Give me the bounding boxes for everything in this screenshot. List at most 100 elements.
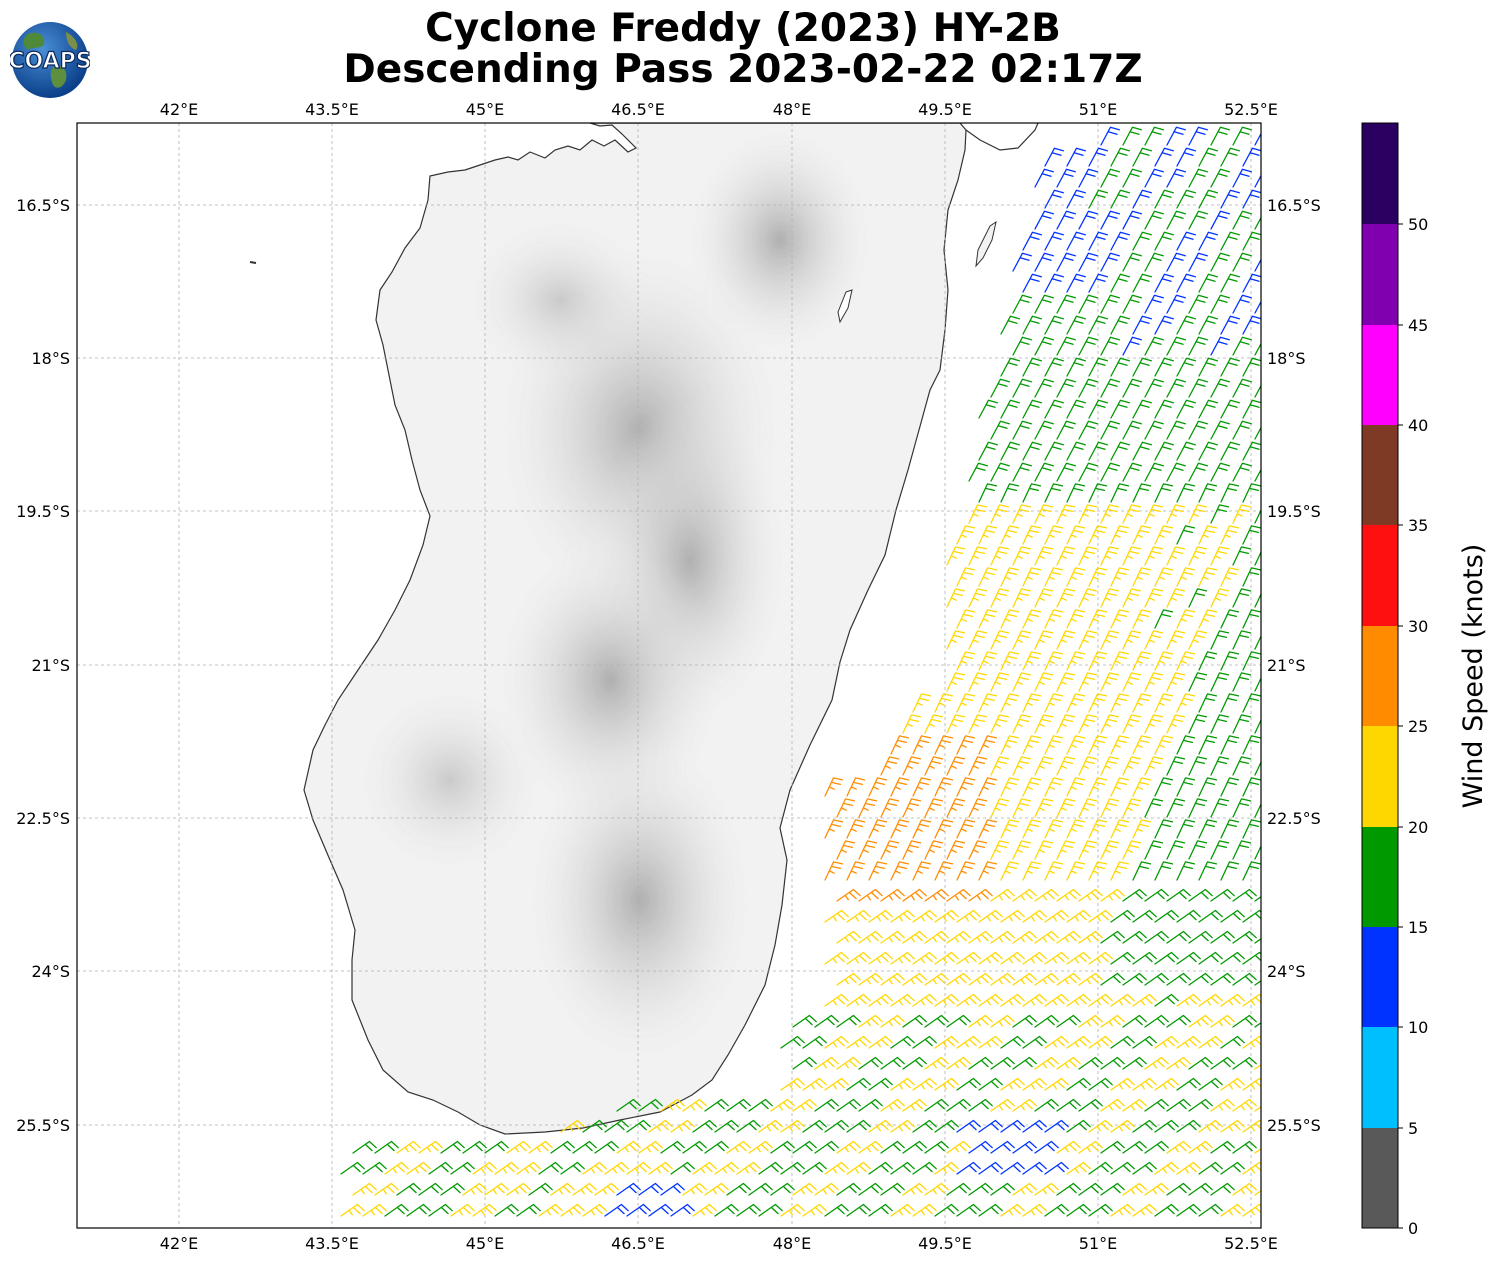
wind-barb: [890, 1035, 915, 1049]
wind-barb: [824, 819, 844, 839]
wind-barb: [1242, 693, 1261, 713]
wind-barb: [1012, 888, 1037, 902]
wind-barb: [582, 1203, 607, 1217]
wind-barb: [946, 1014, 971, 1028]
wind-barb: [1166, 546, 1186, 566]
wind-barb: [1188, 336, 1208, 356]
wind-barb: [1100, 1182, 1125, 1196]
wind-barb: [1232, 336, 1252, 356]
colorbar-segment: [1362, 827, 1398, 927]
wind-barb: [946, 714, 966, 734]
wind-barb: [1254, 592, 1261, 608]
wind-barb: [1122, 210, 1142, 230]
lat-tick-label: 24°S: [1267, 962, 1306, 981]
wind-barb: [1242, 441, 1261, 461]
wind-barb: [824, 909, 849, 923]
lon-tick-label: 46.5°E: [611, 100, 665, 119]
wind-barb: [846, 951, 871, 965]
wind-barb: [1198, 483, 1218, 503]
wind-barb: [1078, 546, 1098, 566]
wind-barb: [836, 1140, 861, 1154]
wind-barb: [956, 1161, 981, 1175]
wind-barb: [968, 630, 988, 650]
wind-barb: [1176, 189, 1196, 209]
wind-barb: [1198, 1077, 1223, 1091]
wind-barb: [1254, 300, 1261, 314]
wind-barb: [1210, 1182, 1235, 1196]
wind-barb: [1232, 756, 1252, 776]
wind-barb: [1176, 777, 1196, 797]
wind-barb: [1220, 777, 1240, 797]
wind-barb: [1078, 972, 1103, 986]
map-frame: [76, 122, 1262, 1229]
lon-tick-label: 46.5°E: [611, 1234, 665, 1253]
wind-barb: [1144, 168, 1164, 188]
terrain-shading: [360, 130, 870, 1060]
wind-barb: [946, 1140, 971, 1154]
wind-barb: [792, 1056, 817, 1070]
wind-barb: [1044, 231, 1064, 251]
wind-barb: [1044, 951, 1069, 965]
wind-barb: [1110, 1035, 1135, 1049]
wind-barb: [836, 888, 861, 902]
wind-barb: [1000, 993, 1025, 1007]
wind-barb: [594, 1140, 619, 1154]
colorbar-segment: [1362, 224, 1398, 325]
wind-barb: [406, 1203, 431, 1217]
wind-barb: [384, 1203, 409, 1217]
wind-barb: [494, 1203, 519, 1217]
wind-barb: [1088, 951, 1113, 965]
lat-tick-label: 21°S: [1267, 656, 1306, 675]
wind-barb: [912, 819, 932, 839]
wind-barb: [1012, 756, 1032, 776]
wind-barb: [362, 1203, 387, 1217]
wind-barb: [1220, 1119, 1245, 1133]
wind-barb: [934, 1203, 959, 1217]
wind-barb: [1166, 1098, 1191, 1112]
wind-barb: [1088, 993, 1113, 1007]
wind-barb: [868, 777, 888, 797]
wind-barb: [1088, 273, 1108, 293]
wind-barb: [1034, 756, 1054, 776]
wind-barb: [1242, 993, 1261, 1007]
wind-barb: [1132, 525, 1152, 545]
wind-barb: [582, 1161, 607, 1175]
wind-barb: [1078, 888, 1103, 902]
wind-barb: [1154, 819, 1174, 839]
wind-barb: [924, 1140, 949, 1154]
wind-barb: [450, 1203, 475, 1217]
wind-barb: [1122, 378, 1142, 398]
wind-barb: [406, 1161, 431, 1175]
wind-barb: [1220, 231, 1240, 251]
wind-barb: [1154, 525, 1174, 545]
wind-barb: [1254, 802, 1261, 818]
wind-barb: [1034, 1014, 1059, 1028]
wind-barb: [968, 840, 988, 860]
wind-barb: [1210, 840, 1230, 860]
wind-barb: [1066, 735, 1086, 755]
wind-barb: [594, 1182, 619, 1196]
wind-barb: [924, 1014, 949, 1028]
lon-tick-label: 43.5°E: [305, 1234, 359, 1253]
lat-tick-label: 16.5°S: [16, 196, 70, 215]
wind-barb: [1110, 189, 1130, 209]
wind-barb: [1088, 357, 1108, 377]
wind-barb: [1198, 651, 1218, 671]
wind-barb: [1220, 399, 1240, 419]
wind-barb: [462, 1182, 487, 1196]
wind-barb: [978, 399, 998, 419]
wind-barb: [1100, 756, 1120, 776]
wind-barb: [604, 1203, 629, 1217]
wind-barb: [1132, 441, 1152, 461]
wind-barb: [770, 1140, 795, 1154]
wind-barb: [902, 714, 922, 734]
wind-barb: [1000, 1077, 1025, 1091]
wind-barb: [1100, 168, 1120, 188]
wind-barb: [1034, 1098, 1059, 1112]
wind-barb: [1022, 273, 1042, 293]
wind-barb: [1044, 315, 1064, 335]
wind-barb: [924, 798, 944, 818]
wind-barb: [1088, 735, 1108, 755]
wind-barb: [1078, 840, 1098, 860]
wind-barb: [1220, 189, 1240, 209]
